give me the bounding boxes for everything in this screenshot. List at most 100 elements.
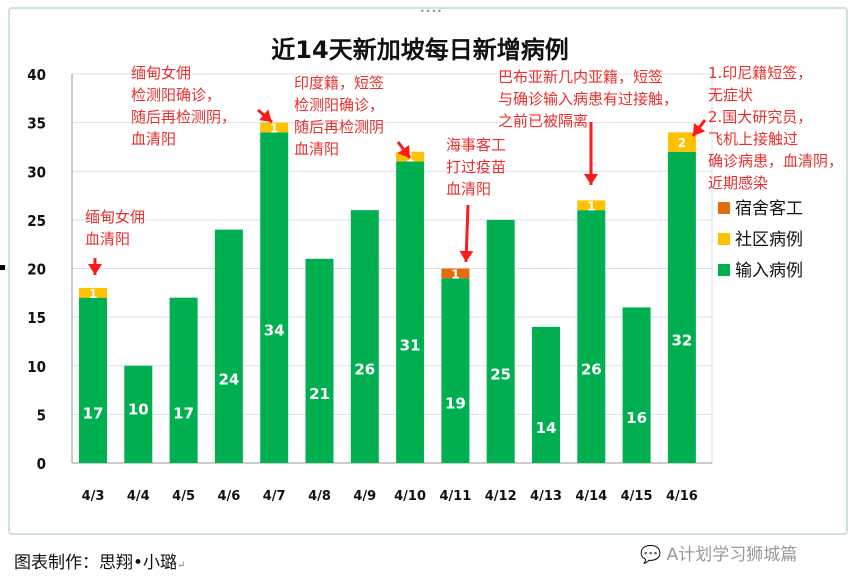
wechat-icon: 💬 bbox=[640, 545, 662, 565]
bar-community bbox=[79, 287, 107, 298]
y-tick-label: 40 bbox=[27, 66, 46, 84]
x-tick-label: 4/7 bbox=[263, 489, 286, 504]
legend-label: 社区病例 bbox=[735, 230, 803, 250]
y-tick-label: 0 bbox=[37, 455, 46, 473]
resize-handle-left[interactable] bbox=[0, 265, 5, 270]
annotation-text: 检测阳确诊， bbox=[294, 96, 384, 114]
annotation-text: 印度籍，短签 bbox=[294, 74, 384, 92]
bar-community bbox=[667, 132, 696, 152]
data-label: 26 bbox=[581, 361, 602, 379]
y-tick-label: 5 bbox=[37, 406, 46, 424]
legend-swatch bbox=[718, 264, 730, 276]
x-tick-label: 4/9 bbox=[353, 489, 376, 504]
annotation-text: 血清阳 bbox=[131, 130, 176, 148]
bar-community bbox=[260, 122, 289, 133]
x-tick-label: 4/4 bbox=[127, 489, 150, 504]
annotation-text: 2.国大研究员， bbox=[708, 108, 812, 126]
annotation-text: 随后再检测阴 bbox=[294, 118, 384, 136]
x-tick-label: 4/15 bbox=[621, 489, 653, 504]
arrow-head-icon bbox=[459, 250, 474, 262]
credit-text: 图表制作：思翔•小璐 bbox=[14, 553, 178, 573]
arrow-head-icon bbox=[584, 174, 598, 185]
legend-swatch bbox=[718, 202, 730, 214]
x-tick-label: 4/6 bbox=[217, 489, 240, 504]
data-label: 14 bbox=[536, 419, 557, 437]
y-tick-label: 35 bbox=[27, 115, 46, 133]
bar-imported bbox=[441, 278, 470, 463]
data-label: 31 bbox=[400, 336, 421, 354]
legend-swatch bbox=[718, 233, 730, 245]
x-tick-label: 4/14 bbox=[575, 489, 607, 504]
annotation-text: 检测阳确诊， bbox=[131, 86, 221, 104]
x-tick-label: 4/10 bbox=[394, 489, 426, 504]
annotation-text: 打过疫苗 bbox=[446, 158, 506, 176]
data-label: 10 bbox=[128, 400, 149, 418]
x-tick-label: 4/16 bbox=[666, 489, 698, 504]
bar-imported bbox=[667, 151, 696, 464]
y-tick-label: 20 bbox=[27, 261, 46, 279]
arrow-head-icon bbox=[88, 264, 102, 275]
annotation-text: 随后再检测阴， bbox=[131, 108, 236, 126]
bar-imported bbox=[79, 297, 107, 463]
x-tick-label: 4/3 bbox=[82, 489, 105, 504]
data-label: 16 bbox=[626, 409, 647, 427]
bar-community bbox=[577, 200, 606, 211]
y-tick-label: 25 bbox=[27, 212, 46, 230]
annotation-text: 巴布亚新几内亚籍，短签 bbox=[498, 68, 663, 86]
annotation-text: 飞机上接触过 bbox=[708, 130, 798, 148]
bar-imported bbox=[532, 326, 560, 463]
watermark: 💬 A计划学习狮城篇 bbox=[640, 540, 797, 565]
arrow-head-icon bbox=[397, 145, 410, 158]
data-label: 25 bbox=[490, 365, 511, 383]
resize-handle-top[interactable]: •••• bbox=[420, 7, 443, 16]
y-tick-label: 15 bbox=[27, 309, 46, 327]
x-tick-label: 4/8 bbox=[308, 489, 331, 504]
data-label: 34 bbox=[264, 322, 285, 340]
x-axis: 4/3 4/4 4/5 4/6 4/7 4/8 4/9 4/10 4/11 4/12 4/13 4/1… bbox=[82, 489, 698, 504]
data-label: 24 bbox=[218, 370, 239, 388]
data-label: 1 bbox=[89, 287, 97, 301]
annotations: 缅甸女佣血清阳缅甸女佣检测阳确诊，随后再检测阴，血清阳印度籍，短签检测阳确诊，随… bbox=[85, 64, 843, 275]
bar-imported bbox=[622, 307, 651, 463]
arrow-head-icon bbox=[693, 123, 706, 136]
legend-label: 输入病例 bbox=[735, 261, 803, 281]
data-label: 17 bbox=[173, 404, 194, 422]
y-tick-label: 10 bbox=[27, 358, 46, 376]
chart-credit: 图表制作：思翔•小璐↵ bbox=[14, 548, 185, 573]
legend-label: 宿舍客工 bbox=[735, 199, 803, 219]
chart-title: 近14天新加坡每日新增病例 bbox=[271, 36, 568, 64]
annotation-text: 缅甸女佣 bbox=[131, 64, 191, 82]
data-label: 1 bbox=[451, 267, 459, 281]
y-tick-label: 30 bbox=[27, 163, 46, 181]
bar-imported bbox=[305, 258, 334, 463]
arrow-head-icon bbox=[259, 109, 272, 122]
data-label: 1 bbox=[587, 199, 595, 213]
x-tick-label: 4/12 bbox=[485, 489, 517, 504]
x-tick-label: 4/11 bbox=[439, 489, 471, 504]
annotation-text: 之前已被隔离 bbox=[498, 112, 588, 130]
watermark-text: A计划学习狮城篇 bbox=[666, 545, 798, 565]
annotation-text: 血清阳 bbox=[85, 230, 130, 248]
annotation-text: 缅甸女佣 bbox=[85, 208, 145, 226]
data-label: 2 bbox=[678, 136, 686, 150]
annotation-text: 血清阳 bbox=[446, 180, 491, 198]
bar-imported bbox=[577, 210, 606, 463]
bar-dormitory bbox=[441, 268, 470, 279]
data-label: 32 bbox=[671, 331, 692, 349]
annotation-text: 与确诊输入病患有过接触， bbox=[498, 90, 678, 108]
return-mark: ↵ bbox=[177, 560, 186, 571]
data-label: 26 bbox=[354, 361, 375, 379]
bar-imported bbox=[486, 219, 515, 463]
annotation-text: 海事客工 bbox=[446, 136, 506, 154]
data-label: 19 bbox=[445, 395, 466, 413]
annotation-text: 1.印尼籍短签， bbox=[708, 64, 812, 82]
data-label: 1 bbox=[270, 121, 278, 135]
data-label: 17 bbox=[83, 404, 104, 422]
annotation-text: 近期感染 bbox=[708, 174, 768, 192]
annotation-text: 无症状 bbox=[708, 86, 753, 104]
bar-imported bbox=[396, 161, 425, 463]
x-tick-label: 4/5 bbox=[172, 489, 195, 504]
annotation-text: 血清阳 bbox=[294, 140, 339, 158]
